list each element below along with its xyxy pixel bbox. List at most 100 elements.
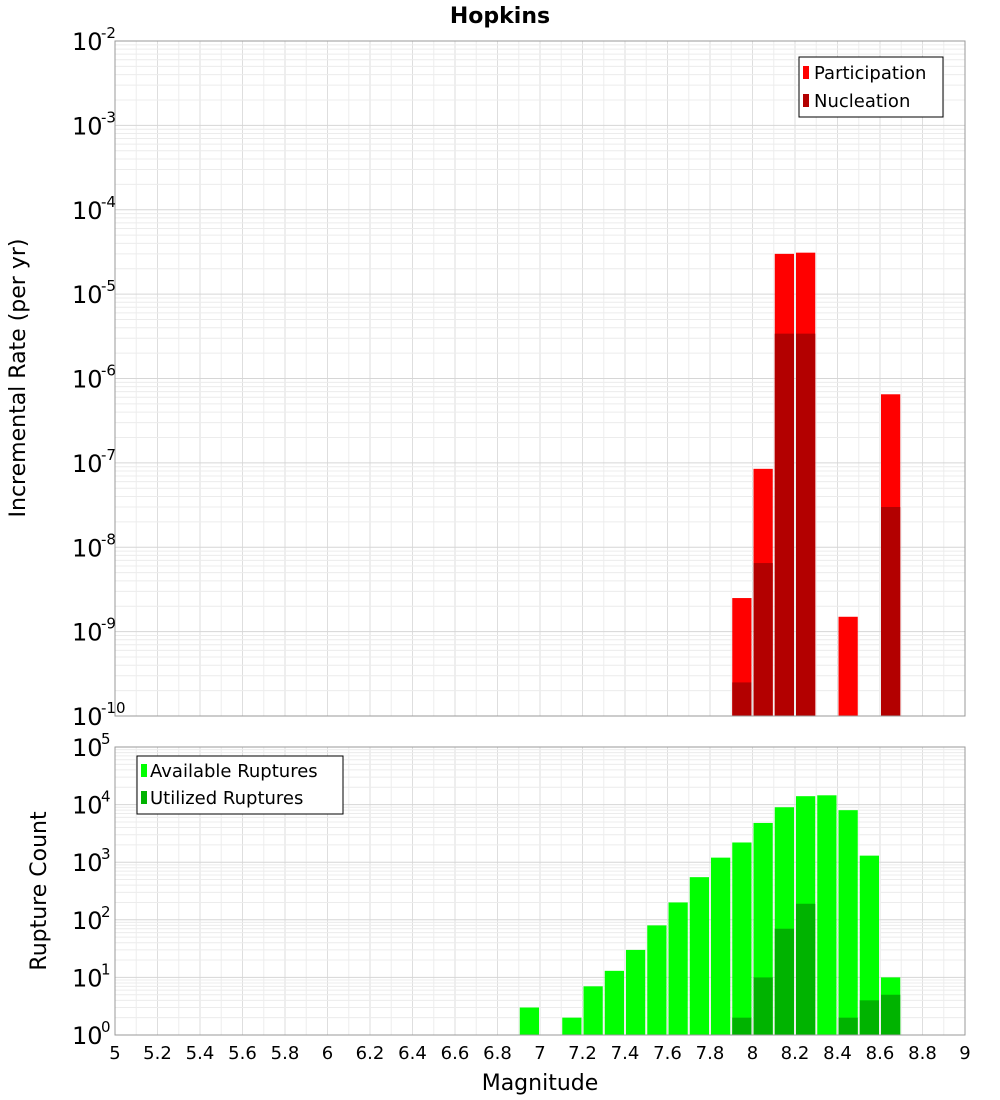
- x-tick-label: 8.4: [823, 1043, 852, 1064]
- bottom-bar-series-b: [796, 903, 816, 1035]
- x-tick-label: 6.6: [441, 1043, 470, 1064]
- top-y-tick-base: 10: [72, 703, 103, 731]
- chart-title: Hopkins: [450, 4, 550, 29]
- top-y-tick-exponent: -4: [101, 193, 116, 211]
- bottom-bar-series-a: [838, 810, 858, 1035]
- bottom-y-tick-base: 10: [72, 1022, 103, 1050]
- bottom-y-tick-base: 10: [72, 964, 103, 992]
- bottom-y-tick-exponent: 3: [101, 845, 111, 863]
- x-tick-label: 7.4: [611, 1043, 640, 1064]
- x-tick-label: 8.2: [781, 1043, 810, 1064]
- bottom-bar-series-a: [519, 1007, 539, 1035]
- bottom-legend: Available Ruptures Utilized Ruptures: [136, 755, 344, 815]
- bottom-bar-series-b: [859, 1000, 879, 1035]
- bottom-bar-series-a: [817, 795, 837, 1035]
- top-bar-series-b: [732, 682, 752, 716]
- bottom-legend-box: [136, 755, 344, 815]
- top-y-tick-base: 10: [72, 534, 103, 562]
- x-tick-label: 7: [534, 1043, 545, 1064]
- top-y-tick-exponent: -9: [101, 615, 116, 633]
- bottom-bar-series-b: [838, 1017, 858, 1035]
- bottom-y-tick-base: 10: [72, 792, 103, 820]
- x-tick-label: 8.6: [866, 1043, 895, 1064]
- bottom-bar-series-a: [711, 857, 731, 1035]
- x-tick-label: 7.2: [568, 1043, 597, 1064]
- x-tick-label: 6.2: [356, 1043, 385, 1064]
- legend-utilized-swatch: [141, 791, 147, 804]
- bottom-plot-frame: [114, 746, 966, 1036]
- bottom-y-tick-exponent: 1: [101, 960, 111, 978]
- bottom-bar-series-b: [881, 994, 901, 1035]
- bottom-bar-series-b: [753, 977, 773, 1035]
- bottom-y-axis-title: Rupture Count: [27, 811, 52, 971]
- top-y-tick-exponent: -10: [101, 699, 126, 717]
- x-tick-label: 6.8: [483, 1043, 512, 1064]
- bottom-y-tick-base: 10: [72, 734, 103, 762]
- top-legend-box: [798, 56, 944, 118]
- bottom-y-tick-exponent: 4: [101, 788, 111, 806]
- top-y-tick-base: 10: [72, 28, 103, 56]
- top-grid: [114, 41, 966, 717]
- x-axis-title: Magnitude: [482, 1071, 599, 1096]
- x-tick-label: 7.8: [696, 1043, 725, 1064]
- bottom-bar-series-a: [604, 970, 624, 1035]
- top-bar-series-b: [796, 333, 816, 716]
- top-bar-series-b: [774, 333, 794, 716]
- bottom-bar-series-a: [583, 986, 603, 1035]
- bottom-bar-series-b: [774, 928, 794, 1035]
- top-y-tick-exponent: -6: [101, 362, 116, 380]
- top-plot-frame: [114, 40, 966, 717]
- bottom-bar-series-a: [732, 842, 752, 1035]
- bottom-y-tick-base: 10: [72, 907, 103, 935]
- legend-available-label: Available Ruptures: [150, 761, 318, 782]
- bottom-bar-series-a: [562, 1017, 582, 1035]
- x-tick-labels: 5 5.2 5.4 5.6 5.8 6 6.2 6.4 6.6 6.8 7 7.2 7.4 7.6 7.8 8…: [109, 1043, 970, 1064]
- bottom-y-tick-exponent: 0: [101, 1018, 111, 1036]
- legend-utilized-label: Utilized Ruptures: [150, 788, 303, 809]
- top-y-tick-exponent: -8: [101, 530, 116, 548]
- x-tick-label: 7.6: [653, 1043, 682, 1064]
- top-y-tick-base: 10: [72, 197, 103, 225]
- bottom-bar-series-a: [647, 925, 667, 1035]
- top-y-axis-title: Incremental Rate (per yr): [6, 239, 31, 518]
- x-tick-label: 5.2: [143, 1043, 172, 1064]
- legend-participation-swatch: [803, 66, 809, 79]
- bottom-bar-series-a: [668, 902, 688, 1035]
- legend-participation-label: Participation: [814, 63, 926, 84]
- legend-nucleation-swatch: [803, 94, 809, 107]
- top-y-tick-base: 10: [72, 366, 103, 394]
- top-bar-series-a: [838, 616, 858, 716]
- top-y-tick-exponent: -7: [101, 446, 116, 464]
- top-bar-series-b: [753, 563, 773, 716]
- top-bar-series-b: [881, 506, 901, 716]
- bottom-bar-series-a: [689, 877, 709, 1035]
- legend-available-swatch: [141, 764, 147, 777]
- top-legend: Participation Nucleation: [798, 56, 944, 118]
- bottom-bar-series-b: [732, 1017, 752, 1035]
- top-y-tick-exponent: -5: [101, 277, 116, 295]
- top-y-tick-base: 10: [72, 112, 103, 140]
- top-y-tick-base: 10: [72, 619, 103, 647]
- x-tick-label: 6: [322, 1043, 333, 1064]
- top-y-tick-base: 10: [72, 281, 103, 309]
- bottom-bar-series-a: [626, 949, 646, 1035]
- top-y-tick-base: 10: [72, 450, 103, 478]
- x-tick-label: 5.6: [228, 1043, 257, 1064]
- bottom-y-tick-exponent: 2: [101, 903, 111, 921]
- bottom-bars: [519, 795, 901, 1035]
- top-y-tick-exponent: -2: [101, 24, 116, 42]
- x-tick-label: 5: [109, 1043, 120, 1064]
- top-bars: [732, 252, 901, 716]
- x-tick-label: 5.8: [271, 1043, 300, 1064]
- x-tick-label: 8: [747, 1043, 758, 1064]
- bottom-y-tick-exponent: 5: [101, 730, 111, 748]
- x-tick-label: 8.8: [908, 1043, 937, 1064]
- bottom-bar-series-a: [859, 855, 879, 1035]
- legend-nucleation-label: Nucleation: [814, 91, 910, 112]
- x-tick-label: 6.4: [398, 1043, 427, 1064]
- x-tick-label: 5.4: [186, 1043, 215, 1064]
